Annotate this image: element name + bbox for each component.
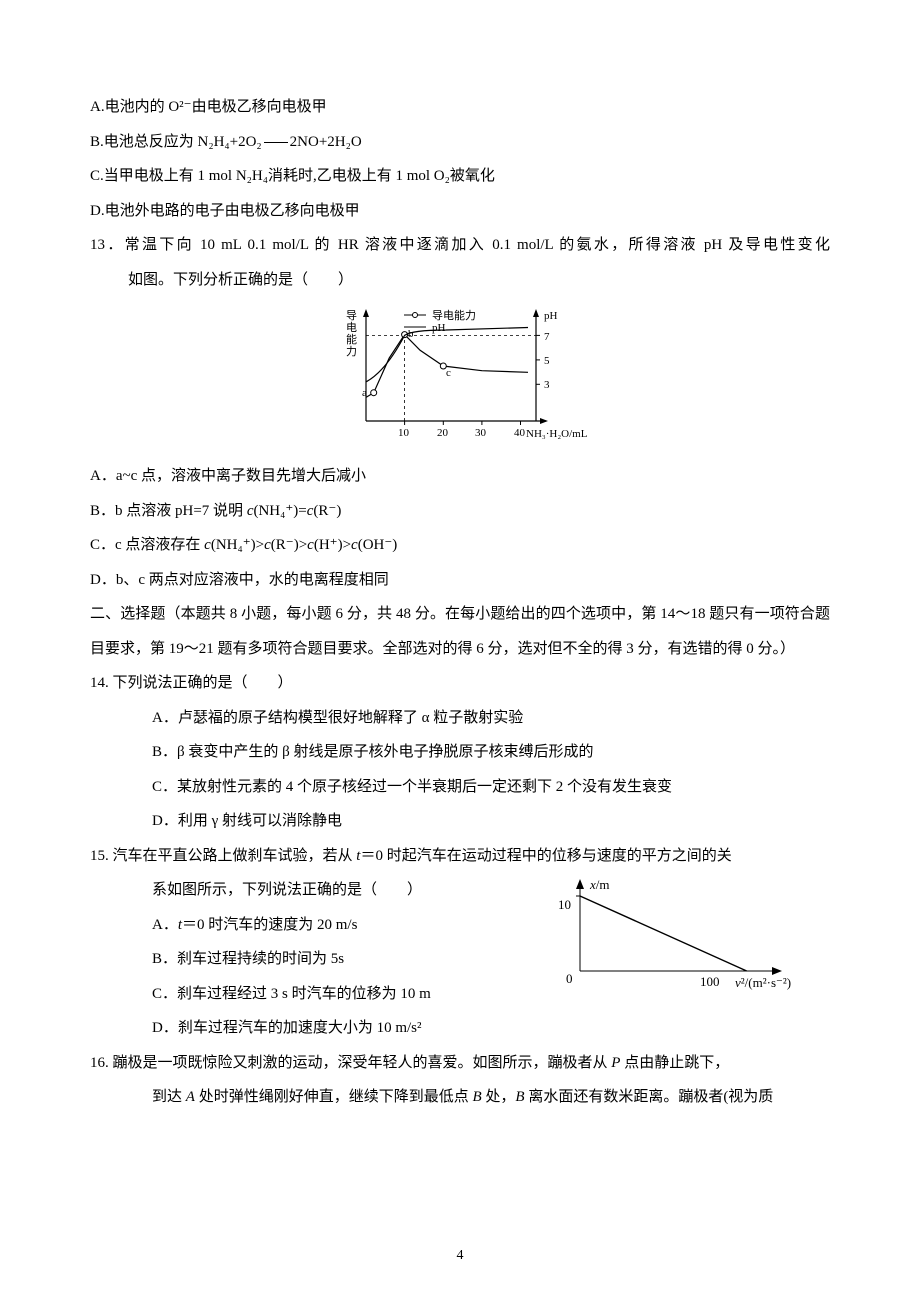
q12-option-a: A.电池内的 O²⁻由电极乙移向电极甲 (90, 90, 830, 125)
svg-text:100: 100 (700, 974, 720, 989)
svg-text:a: a (362, 387, 367, 399)
svg-text:电: 电 (346, 321, 357, 334)
q12b-post: 2NO+2H₂O (290, 134, 362, 150)
svg-text:7: 7 (544, 331, 550, 343)
section-2-header: 二、选择题（本题共 8 小题，每小题 6 分，共 48 分。在每小题给出的四个选… (90, 597, 830, 666)
q12-option-c: C.当甲电极上有 1 mol N₂H₄消耗时,乙电极上有 1 mol O₂被氧化 (90, 159, 830, 194)
q16-stem-2: 到达 A 处时弹性绳刚好伸直，继续下降到最低点 B 处，B 离水面还有数米距离。… (90, 1080, 830, 1115)
svg-text:导: 导 (346, 309, 357, 322)
q13-stem-1: 13．常温下向 10 mL 0.1 mol/L 的 HR 溶液中逐滴加入 0.1… (90, 228, 830, 263)
svg-text:pH: pH (432, 322, 446, 334)
svg-text:b: b (408, 328, 414, 340)
q15-stem-2: 系如图所示，下列说法正确的是（ ） (90, 873, 530, 908)
q14-option-c: C．某放射性元素的 4 个原子核经过一个半衰期后一定还剩下 2 个没有发生衰变 (90, 770, 830, 805)
svg-text:导电能力: 导电能力 (432, 308, 476, 322)
svg-text:x/m: x/m (589, 877, 610, 892)
svg-text:40: 40 (514, 427, 526, 439)
svg-text:c: c (446, 367, 451, 379)
q15-stem-1: 15. 汽车在平直公路上做刹车试验，若从 t＝0 时起汽车在运动过程中的位移与速… (90, 839, 830, 874)
q15-option-a: A．t＝0 时汽车的速度为 20 m/s (90, 908, 530, 943)
q13-option-c: C．c 点溶液存在 c(NH₄⁺)>c(R⁻)>c(H⁺)>c(OH⁻) (90, 528, 830, 563)
svg-text:NH₃·H₂O/mL: NH₃·H₂O/mL (526, 428, 588, 440)
q15-left-col: 系如图所示，下列说法正确的是（ ） A．t＝0 时汽车的速度为 20 m/s B… (90, 873, 530, 1046)
q13-stem-2: 如图。下列分析正确的是（ ） (90, 263, 830, 298)
q16-stem-1: 16. 蹦极是一项既惊险又刺激的运动，深受年轻人的喜爱。如图所示，蹦极者从 P … (90, 1046, 830, 1081)
svg-text:0: 0 (566, 971, 573, 986)
q14-option-d: D．利用 γ 射线可以消除静电 (90, 804, 830, 839)
q13-option-a: A．a~c 点，溶液中离子数目先增大后减小 (90, 459, 830, 494)
svg-text:力: 力 (346, 345, 357, 358)
q15-chart-svg: x/m 10 0 100 v²/(m²·s⁻²) (530, 869, 810, 999)
q15-chart: x/m 10 0 100 v²/(m²·s⁻²) (530, 869, 830, 1013)
svg-text:3: 3 (544, 379, 550, 391)
exam-page: A.电池内的 O²⁻由电极乙移向电极甲 B.电池总反应为 N₂H₄+2O₂ 2NO… (0, 0, 920, 1302)
q14-option-b: B．β 衰变中产生的 β 射线是原子核外电子挣脱原子核束缚后形成的 (90, 735, 830, 770)
q15-row: 系如图所示，下列说法正确的是（ ） A．t＝0 时汽车的速度为 20 m/s B… (90, 873, 830, 1046)
svg-text:30: 30 (475, 427, 487, 439)
svg-text:10: 10 (558, 897, 571, 912)
q12-option-b: B.电池总反应为 N₂H₄+2O₂ 2NO+2H₂O (90, 125, 830, 160)
page-number: 4 (0, 1240, 920, 1272)
q14-option-a: A．卢瑟福的原子结构模型很好地解释了 α 粒子散射实验 (90, 701, 830, 736)
q12-option-d: D.电池外电路的电子由电极乙移向电极甲 (90, 194, 830, 229)
svg-text:pH: pH (544, 310, 558, 322)
svg-text:5: 5 (544, 355, 550, 367)
svg-text:v²/(m²·s⁻²): v²/(m²·s⁻²) (735, 975, 791, 990)
q15-option-c: C．刹车过程经过 3 s 时汽车的位移为 10 m (90, 977, 530, 1012)
svg-text:10: 10 (398, 427, 410, 439)
q13-option-d: D．b、c 两点对应溶液中，水的电离程度相同 (90, 563, 830, 598)
q12b-pre: B.电池总反应为 N₂H₄+2O₂ (90, 134, 262, 150)
svg-text:能: 能 (346, 332, 357, 346)
q13-chart-svg: 导 电 能 力 pH 3 5 7 10 20 30 (330, 303, 590, 453)
q15-option-d: D．刹车过程汽车的加速度大小为 10 m/s² (90, 1011, 530, 1046)
q13-chart: 导 电 能 力 pH 3 5 7 10 20 30 (90, 303, 830, 453)
svg-text:20: 20 (437, 427, 449, 439)
q14-stem: 14. 下列说法正确的是（ ） (90, 666, 830, 701)
q15-option-b: B．刹车过程持续的时间为 5s (90, 942, 530, 977)
q13-option-b: B．b 点溶液 pH=7 说明 c(NH₄⁺)=c(R⁻) (90, 494, 830, 529)
